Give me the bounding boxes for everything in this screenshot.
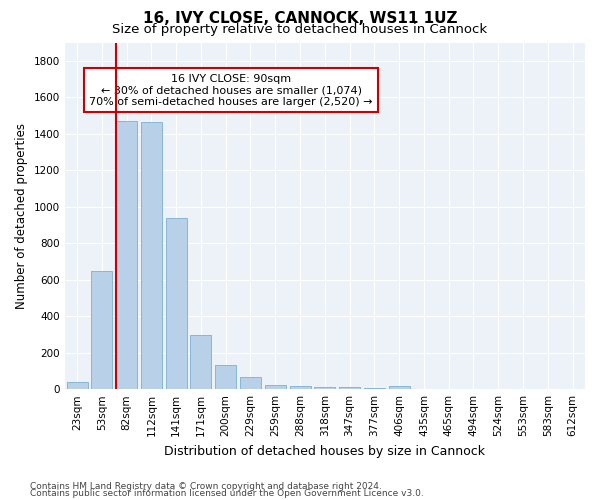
X-axis label: Distribution of detached houses by size in Cannock: Distribution of detached houses by size … <box>164 444 485 458</box>
Text: 16, IVY CLOSE, CANNOCK, WS11 1UZ: 16, IVY CLOSE, CANNOCK, WS11 1UZ <box>143 11 457 26</box>
Text: Contains HM Land Registry data © Crown copyright and database right 2024.: Contains HM Land Registry data © Crown c… <box>30 482 382 491</box>
Bar <box>141 122 162 389</box>
Bar <box>215 366 236 389</box>
Bar <box>67 382 88 389</box>
Text: Size of property relative to detached houses in Cannock: Size of property relative to detached ho… <box>112 22 488 36</box>
Bar <box>116 121 137 389</box>
Bar <box>314 387 335 389</box>
Text: Contains public sector information licensed under the Open Government Licence v3: Contains public sector information licen… <box>30 490 424 498</box>
Text: 16 IVY CLOSE: 90sqm
← 30% of detached houses are smaller (1,074)
70% of semi-det: 16 IVY CLOSE: 90sqm ← 30% of detached ho… <box>89 74 373 107</box>
Bar <box>190 336 211 389</box>
Bar <box>91 270 112 389</box>
Bar <box>166 218 187 389</box>
Bar <box>265 384 286 389</box>
Bar <box>364 388 385 389</box>
Y-axis label: Number of detached properties: Number of detached properties <box>15 123 28 309</box>
Bar <box>389 386 410 389</box>
Bar <box>339 388 360 389</box>
Bar <box>240 378 261 389</box>
Bar <box>290 386 311 389</box>
